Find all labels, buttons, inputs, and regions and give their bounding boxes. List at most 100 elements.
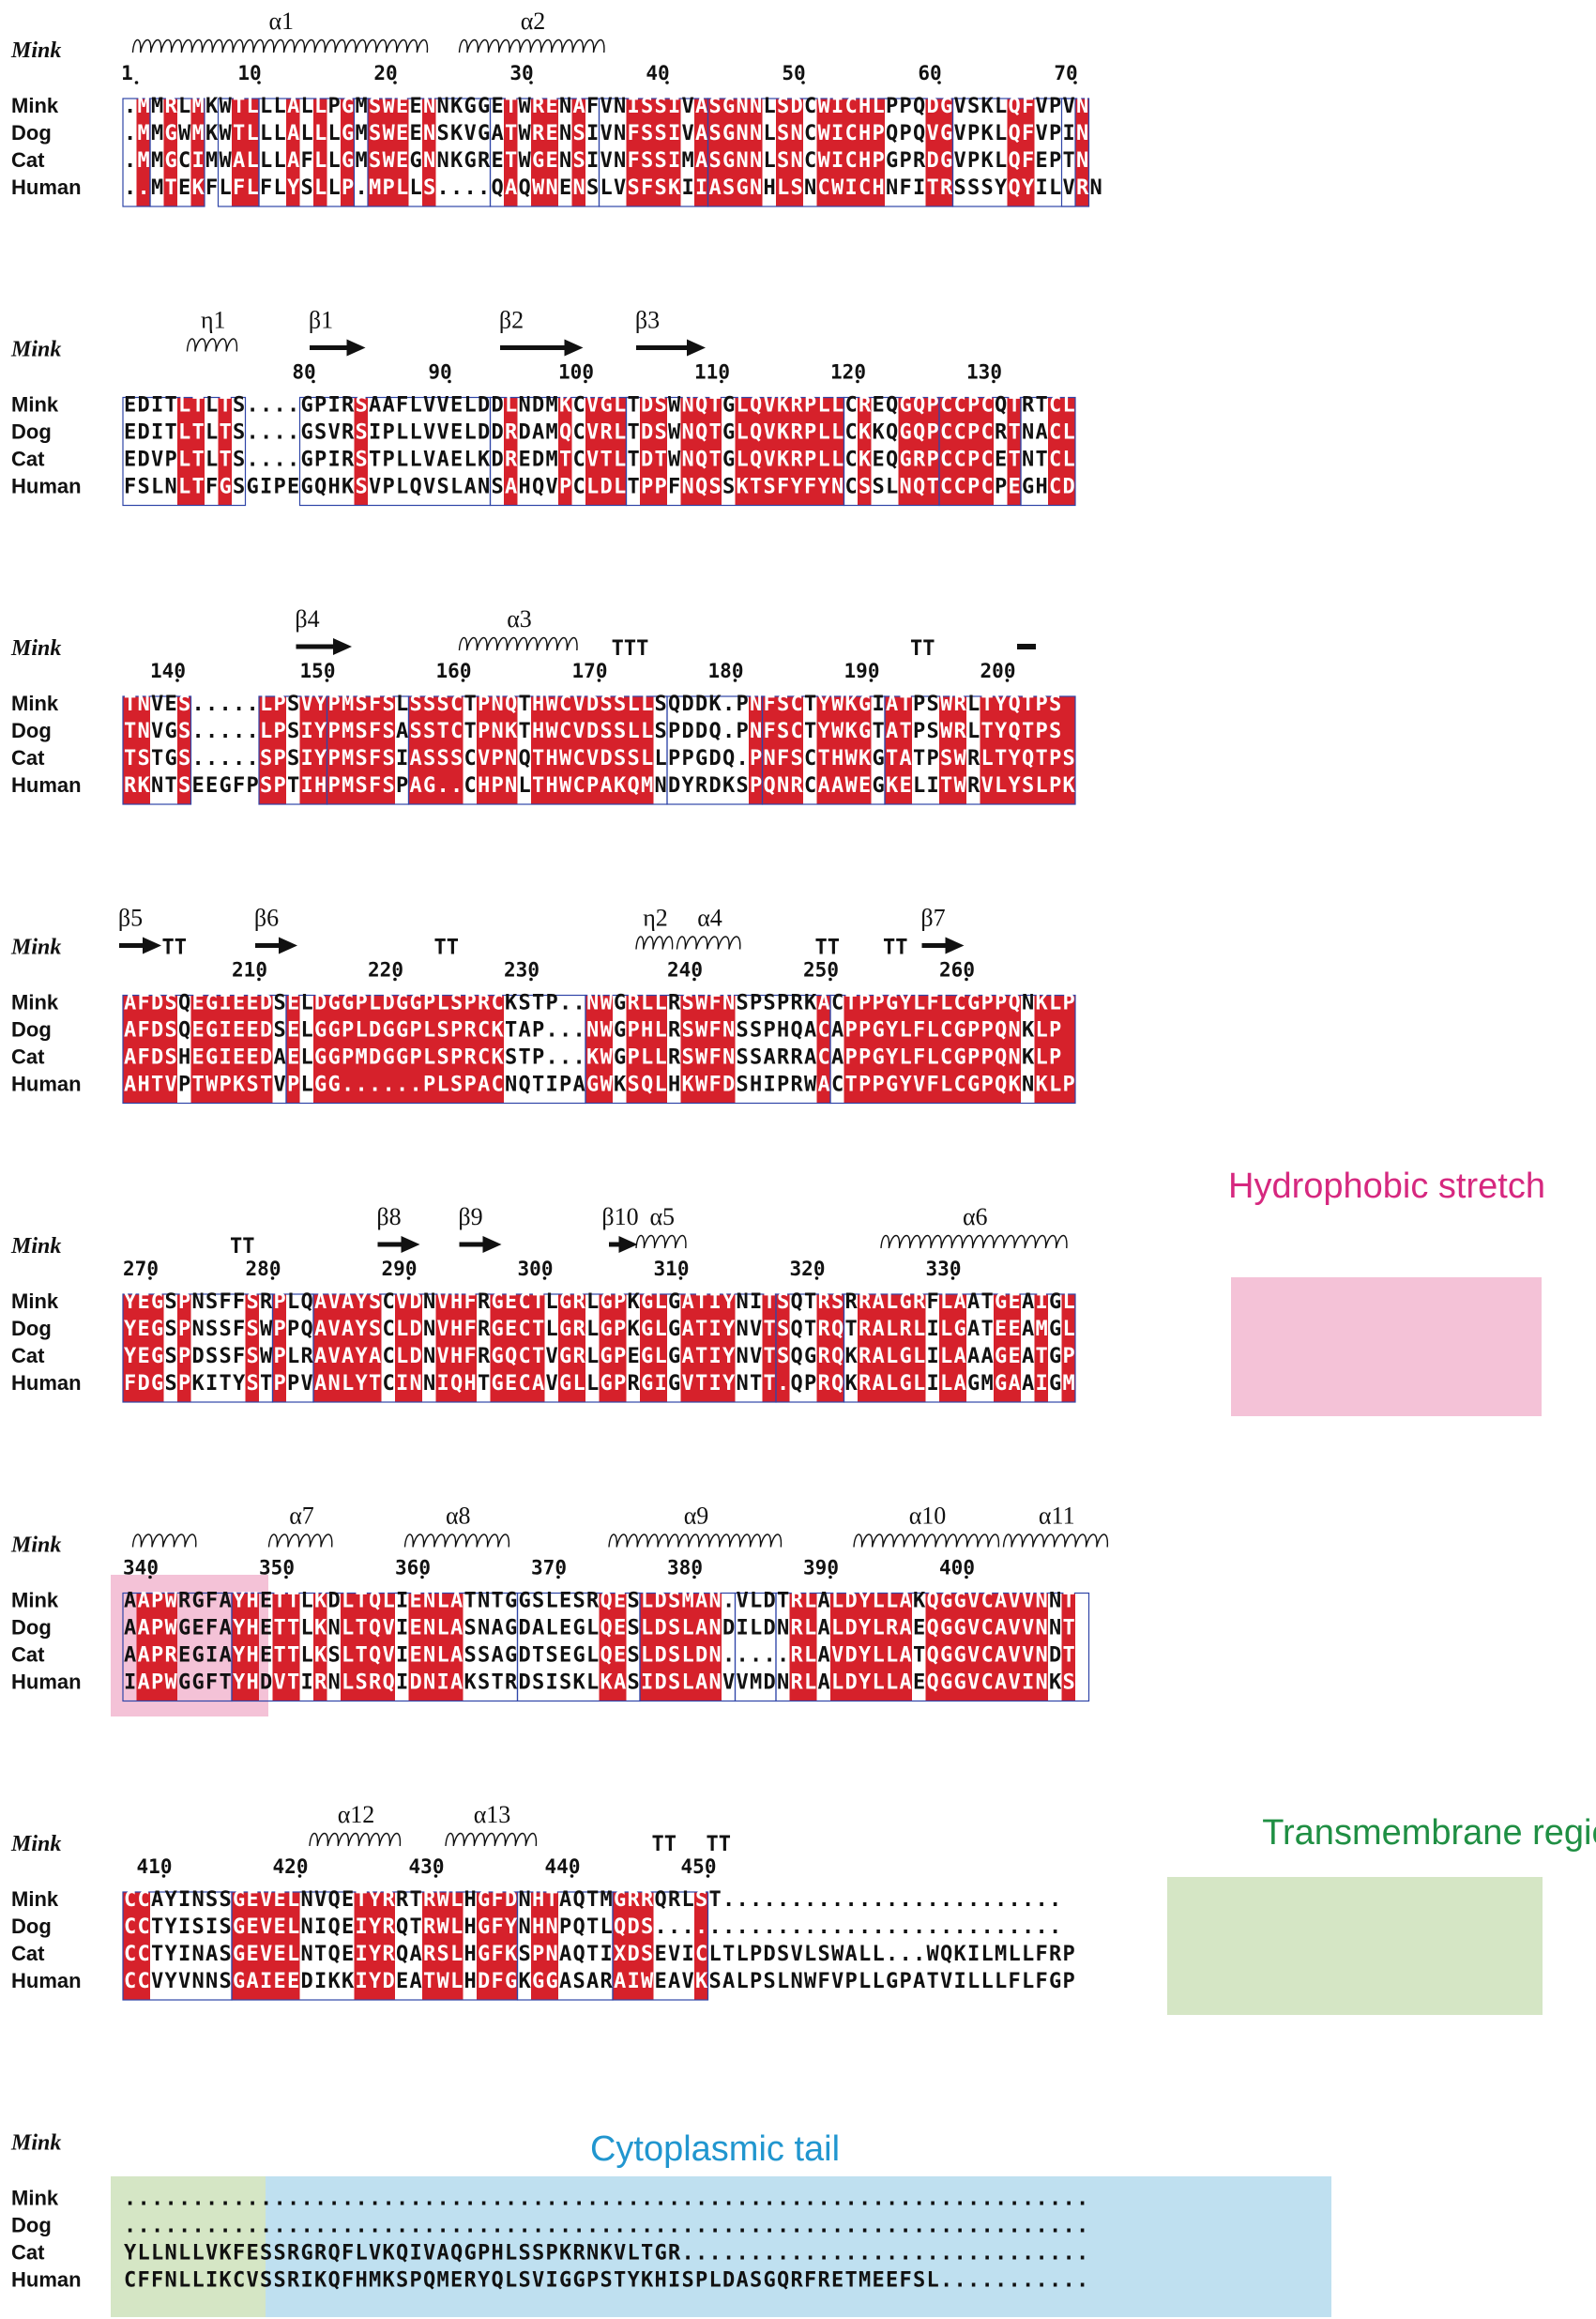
- residue: .: [873, 2188, 885, 2211]
- residue: A: [573, 95, 585, 118]
- residue: Q: [655, 1888, 667, 1912]
- residue: L: [301, 1617, 313, 1640]
- residue: K: [913, 1590, 926, 1613]
- residue: N: [737, 1290, 749, 1314]
- residue: .: [641, 2215, 653, 2238]
- residue: S: [437, 693, 449, 716]
- residue: M: [682, 1590, 694, 1613]
- residue: R: [791, 1590, 804, 1613]
- residue: V: [532, 2269, 544, 2293]
- residue: .: [492, 2188, 504, 2211]
- position-number: 250: [803, 959, 839, 982]
- reference-label: Mink: [10, 1832, 61, 1856]
- residue: E: [900, 774, 912, 798]
- residue: .: [695, 2242, 707, 2266]
- residue: L: [1036, 1019, 1048, 1043]
- residue: V: [205, 2242, 218, 2266]
- residue: F: [1022, 122, 1034, 145]
- residue: .: [682, 2215, 694, 2238]
- residue: E: [287, 992, 299, 1015]
- residue: .: [220, 2188, 232, 2211]
- residue: Q: [709, 720, 722, 743]
- residue: R: [791, 992, 804, 1015]
- residue: .: [981, 2242, 994, 2266]
- secondary-structure-label: β10: [601, 1203, 638, 1230]
- residue: C: [383, 1345, 395, 1368]
- residue: L: [886, 1290, 898, 1314]
- residue: T: [873, 720, 885, 743]
- residue: L: [940, 1290, 952, 1314]
- residue: W: [546, 693, 559, 716]
- identical-column-bg: [898, 1294, 926, 1402]
- residue: N: [423, 95, 435, 118]
- residue: V: [260, 1943, 272, 1966]
- residue: A: [695, 95, 707, 118]
- residue: .: [437, 774, 449, 798]
- residue: S: [247, 1372, 259, 1396]
- residue: S: [709, 476, 722, 499]
- residue: C: [138, 1888, 150, 1912]
- residue: R: [573, 1345, 586, 1368]
- identical-column-bg: [531, 696, 600, 804]
- residue: N: [750, 720, 762, 743]
- tick-dot: [325, 679, 329, 682]
- residue: S: [437, 1046, 449, 1070]
- residue: S: [668, 1590, 680, 1613]
- tick-dot: [161, 1874, 166, 1878]
- residue: N: [1076, 122, 1088, 145]
- residue: I: [178, 1915, 190, 1939]
- identical-column-bg: [599, 1294, 627, 1402]
- residue: T: [981, 1290, 994, 1314]
- residue: .: [396, 1074, 408, 1097]
- identical-column-bg: [232, 1593, 259, 1701]
- residue: .: [981, 1915, 994, 1939]
- residue: S: [927, 693, 939, 716]
- identical-column-bg: [966, 995, 1021, 1104]
- residue: N: [750, 95, 762, 118]
- residue: S: [274, 1019, 286, 1043]
- residue: R: [641, 1888, 654, 1912]
- residue: A: [220, 1644, 232, 1668]
- residue: Y: [628, 2269, 641, 2293]
- residue: G: [954, 1019, 966, 1043]
- identical-column-bg: [123, 696, 150, 804]
- residue: G: [967, 1372, 980, 1396]
- residue: .: [913, 1888, 925, 1912]
- residue: V: [423, 449, 435, 472]
- residue: W: [260, 1345, 273, 1368]
- residue: .: [804, 2242, 816, 2266]
- residue: .: [940, 1915, 952, 1939]
- residue: N: [1036, 1617, 1048, 1640]
- residue: V: [981, 774, 994, 798]
- residue: V: [1009, 1617, 1021, 1640]
- residue: K: [777, 449, 790, 472]
- tick-dot: [529, 81, 533, 84]
- residue: Y: [818, 476, 831, 499]
- residue: Y: [356, 1318, 369, 1341]
- residue: C: [383, 1318, 395, 1341]
- residue: .: [831, 1888, 844, 1912]
- residue: E: [859, 774, 871, 798]
- residue: S: [328, 1644, 341, 1668]
- residue: E: [396, 149, 408, 173]
- residue: E: [995, 1318, 1007, 1341]
- residue: S: [356, 1671, 368, 1695]
- residue: C: [954, 1074, 966, 1097]
- similarity-box: [122, 695, 192, 805]
- residue: Q: [831, 1372, 844, 1396]
- residue: A: [995, 1644, 1007, 1668]
- residue: N: [764, 747, 776, 770]
- residue: F: [586, 95, 599, 118]
- residue: I: [205, 1644, 218, 1668]
- residue: T: [532, 992, 544, 1015]
- residue: F: [628, 149, 640, 173]
- tick-dot: [148, 1575, 152, 1579]
- residue: F: [369, 747, 381, 770]
- residue: .: [764, 2188, 776, 2211]
- residue: S: [437, 476, 449, 499]
- residue: P: [628, 1019, 640, 1043]
- residue: W: [954, 774, 967, 798]
- tick-dot: [134, 81, 139, 84]
- residue: G: [342, 992, 354, 1015]
- residue: .: [247, 2215, 259, 2238]
